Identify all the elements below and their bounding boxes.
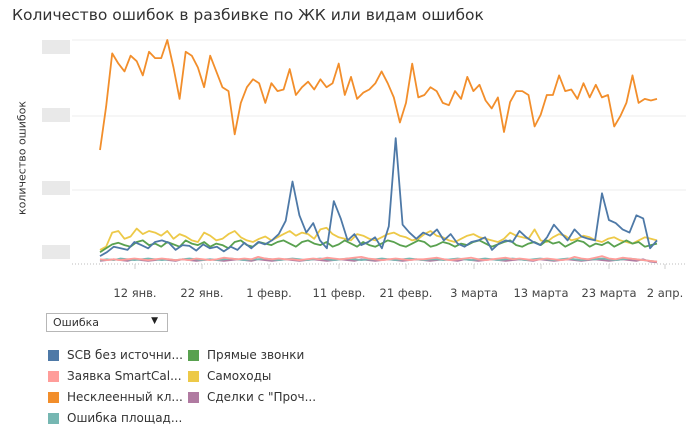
chart-title: Количество ошибок в разбивке по ЖК или в… (12, 6, 484, 24)
legend-label: Самоходы (207, 369, 272, 383)
x-tick-label: 23 марта (581, 286, 636, 300)
error-filter-dropdown[interactable]: Ошибка ▼ (46, 313, 168, 332)
legend-swatch (188, 371, 199, 382)
legend-swatch (48, 371, 59, 382)
legend-label: Сделки с "Проч... (207, 390, 317, 404)
chevron-down-icon: ▼ (151, 316, 158, 326)
x-tick-label: 21 февр. (380, 286, 433, 300)
legend-swatch (188, 392, 199, 403)
x-tick-label: 2 апр. (647, 286, 684, 300)
legend-swatch (48, 413, 59, 424)
series-line-0 (99, 137, 658, 257)
x-tick-label: 11 февр. (313, 286, 366, 300)
legend-label: SCB без источни... (67, 348, 183, 362)
series-line-4 (99, 239, 658, 253)
y-tick-label-masked (42, 181, 70, 195)
filter-selected-value: Ошибка (53, 316, 100, 329)
series-line-2 (99, 39, 658, 151)
legend-label: Заявка SmartCal... (67, 369, 182, 383)
legend-label: Несклеенный кл... (67, 390, 183, 404)
legend-swatch (48, 350, 59, 361)
x-tick-label: 12 янв. (113, 286, 156, 300)
x-tick-label: 22 янв. (180, 286, 223, 300)
y-tick-label-masked (42, 245, 70, 259)
legend-swatch (188, 350, 199, 361)
legend-label: Прямые звонки (207, 348, 305, 362)
x-tick-label: 13 марта (513, 286, 568, 300)
series-line-1 (99, 255, 658, 263)
x-tick-label: 1 февр. (246, 286, 292, 300)
y-tick-label-masked (42, 40, 70, 54)
y-tick-label-masked (42, 108, 70, 122)
line-chart: 12 янв. 22 янв. 1 февр. 11 февр. 21 февр. 3 м… (72, 39, 686, 300)
x-tick-label: 3 марта (450, 286, 498, 300)
legend-swatch (48, 392, 59, 403)
legend-label: Ошибка площад... (67, 411, 183, 425)
